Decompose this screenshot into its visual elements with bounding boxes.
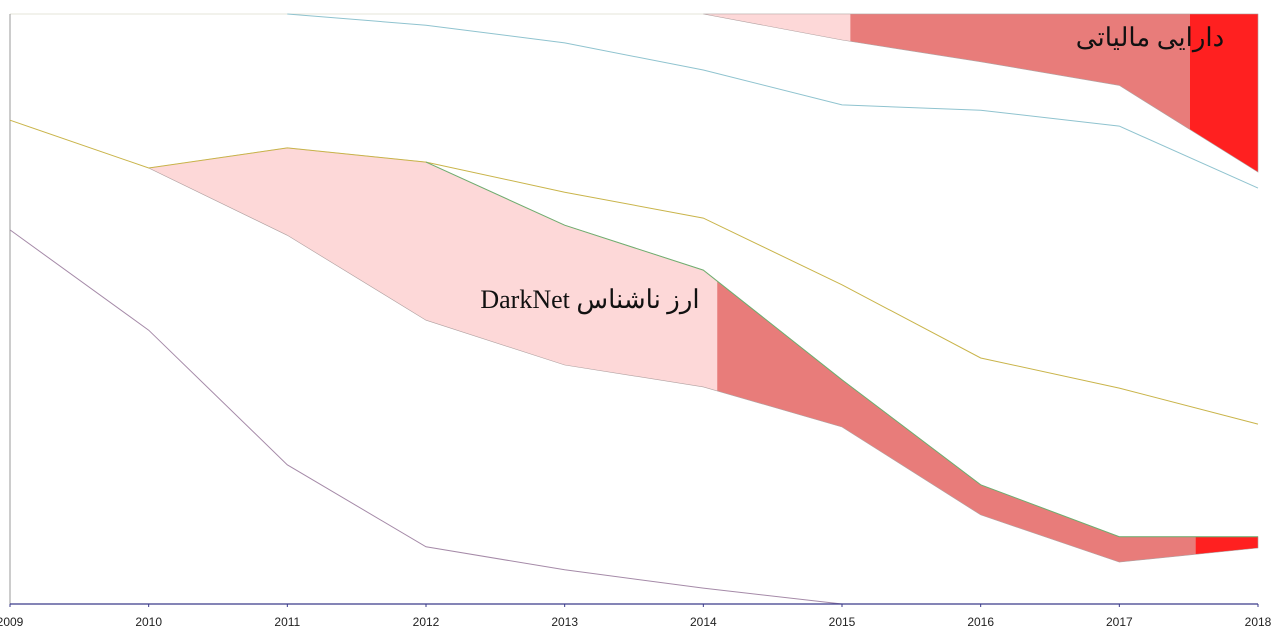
x-tick-label: 2017 [1106, 615, 1133, 629]
line [287, 13, 1259, 189]
x-tick-label: 2011 [274, 615, 300, 629]
band-label: دارایی مالیاتی [1076, 23, 1224, 53]
x-tick-label: 2012 [413, 615, 440, 629]
band-outline [703, 13, 1259, 173]
x-tick-label: 2015 [829, 615, 856, 629]
band-label: ارز ناشناس DarkNet [480, 285, 699, 315]
x-tick-label: 2009 [0, 615, 24, 629]
band-area [148, 147, 718, 391]
x-tick-label: 2010 [135, 615, 162, 629]
line [9, 229, 843, 605]
band-area [850, 14, 1191, 130]
x-tick-label: 2013 [551, 615, 578, 629]
band-area [1195, 536, 1258, 555]
x-tick-label: 2016 [967, 615, 994, 629]
x-tick-label: 2014 [690, 615, 717, 629]
x-tick-label: 2018 [1245, 615, 1272, 629]
line [9, 119, 1259, 425]
band-area [1190, 14, 1258, 173]
line [425, 161, 1258, 538]
